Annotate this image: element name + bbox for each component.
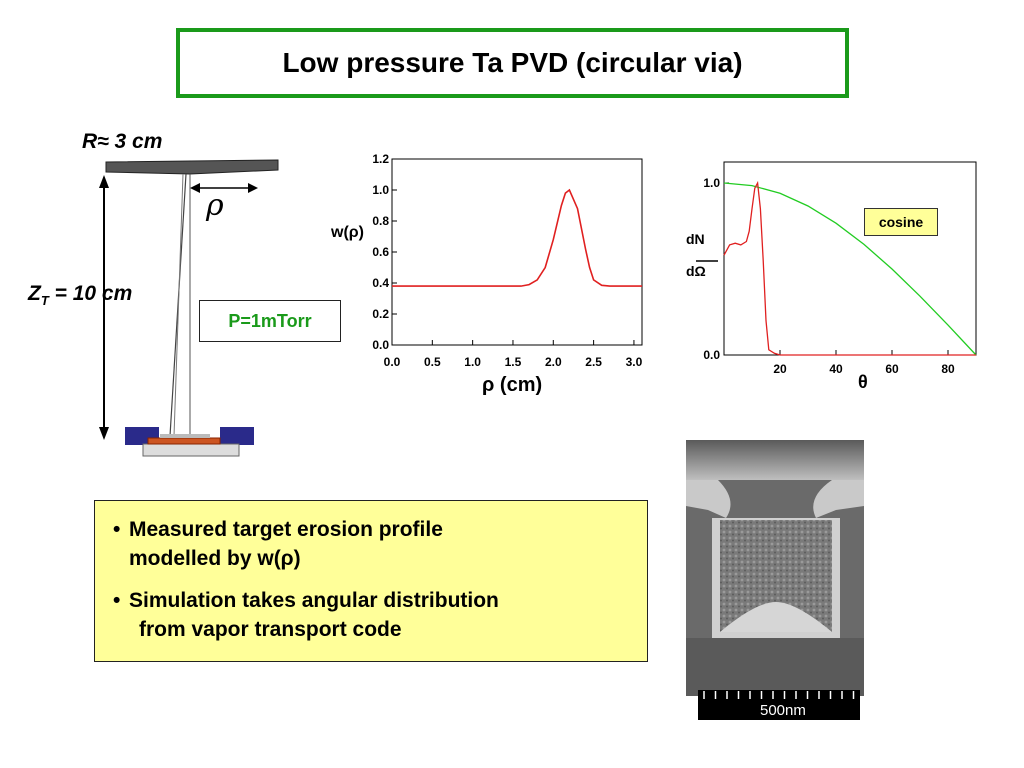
chart1-ytick-label: 0.6 [372, 245, 389, 259]
chart2-measured-line [723, 180, 976, 356]
chart1-xtick-label: 0.5 [424, 355, 441, 369]
height-label-main: Z [28, 282, 41, 305]
slide-title: Low pressure Ta PVD (circular via) [282, 47, 743, 78]
chart1-xtick-label: 3.0 [626, 355, 643, 369]
bullet-1-line-1: Measured target erosion profile [129, 518, 443, 541]
chart1-ylabel: w(ρ) [331, 224, 364, 241]
chart2-ylabel-bottom: dΩ [686, 263, 706, 279]
ray-line-2 [173, 173, 184, 437]
rho-arrow-right [248, 183, 258, 193]
chart2-xtick-label: 80 [941, 362, 955, 376]
chart1-ytick-label: 1.0 [372, 183, 389, 197]
target-plate [105, 159, 279, 175]
bullet-item-2: • Simulation takes angular distribution … [113, 586, 629, 645]
chart1-xtick-label: 2.5 [585, 355, 602, 369]
bullet-2-line-1: Simulation takes angular distribution [129, 588, 499, 612]
rho-label: ρ [206, 188, 224, 223]
height-label-sub: T [40, 293, 49, 309]
bullet-text-2: Simulation takes angular distribution fr… [129, 586, 499, 645]
rho-arrow-left [190, 183, 200, 193]
title-box: Low pressure Ta PVD (circular via) [176, 28, 849, 98]
chart1-series-line [392, 188, 642, 287]
bullet-text-1: Measured target erosion profile modelled… [129, 515, 443, 574]
sem-overhang [686, 480, 864, 518]
bullet-1-line-2: modelled by w(ρ) [129, 547, 301, 571]
sem-substrate [686, 638, 864, 696]
sem-scale-bar [698, 690, 860, 720]
height-arrow-bottom [99, 427, 109, 440]
sem-micrograph [686, 440, 864, 720]
chart1-xtick-label: 1.5 [505, 355, 522, 369]
height-label-rest: = 10 cm [48, 282, 133, 305]
chart2-frame [723, 161, 977, 356]
bullet-dot: • [113, 518, 121, 541]
clamp-right [220, 427, 254, 445]
chart1-xtick-label: 0.0 [384, 355, 401, 369]
chart2-xtick-label: 60 [885, 362, 899, 376]
chart1-ytick-label: 0.4 [372, 276, 389, 290]
chart1-ytick-label: 0.8 [372, 214, 389, 228]
pressure-box: P=1mTorr [199, 300, 341, 342]
angular-distribution-chart: 0.0 1.0 20 40 60 80 [696, 161, 977, 376]
chart1-ytick-label: 0.0 [372, 338, 389, 352]
substrate-base [142, 443, 240, 457]
bullet-2-line-2: from vapor transport code [139, 618, 402, 642]
chart2-xtick-label: 20 [773, 362, 787, 376]
chart2-xlabel: θ [858, 372, 868, 392]
bullet-box: • Measured target erosion profile modell… [94, 500, 648, 662]
chart2-ytick-label: 1.0 [703, 176, 720, 190]
bullet-item-1: • Measured target erosion profile modell… [113, 515, 629, 574]
chart2-xtick-label: 40 [829, 362, 843, 376]
chart1-xtick-label: 1.0 [464, 355, 481, 369]
height-arrow-top [99, 175, 109, 188]
wafer-top [160, 434, 210, 438]
sem-top-layer [686, 440, 864, 480]
chart2-ylabel-top: dN [686, 231, 705, 247]
sem-scale-ticks [703, 691, 855, 699]
sem-via-bottom [720, 602, 832, 632]
chart2-ytick-label: 0.0 [703, 348, 720, 362]
chart1-xlabel: ρ (cm) [482, 374, 543, 396]
radius-label: R≈ 3 cm [82, 130, 163, 153]
cosine-legend: cosine [864, 208, 938, 236]
chart1-frame [391, 158, 643, 346]
sem-scale-label: 500nm [760, 702, 806, 719]
bullet-dot: • [113, 588, 121, 612]
chart1-xtick-label: 2.0 [545, 355, 562, 369]
height-label: ZT = 10 cm [28, 282, 132, 308]
chart2-cosine-line [723, 182, 977, 356]
chart1-ytick-label: 1.2 [372, 152, 389, 166]
pressure-label: P=1mTorr [228, 310, 312, 331]
chart1-ytick-label: 0.2 [372, 307, 389, 321]
sputter-schematic [99, 159, 279, 457]
wafer [147, 437, 221, 445]
erosion-profile-chart: 0.0 0.2 0.4 0.6 0.8 1.0 1.2 0.0 0.5 1.0 1.5 2.0 2.5… [372, 152, 643, 369]
